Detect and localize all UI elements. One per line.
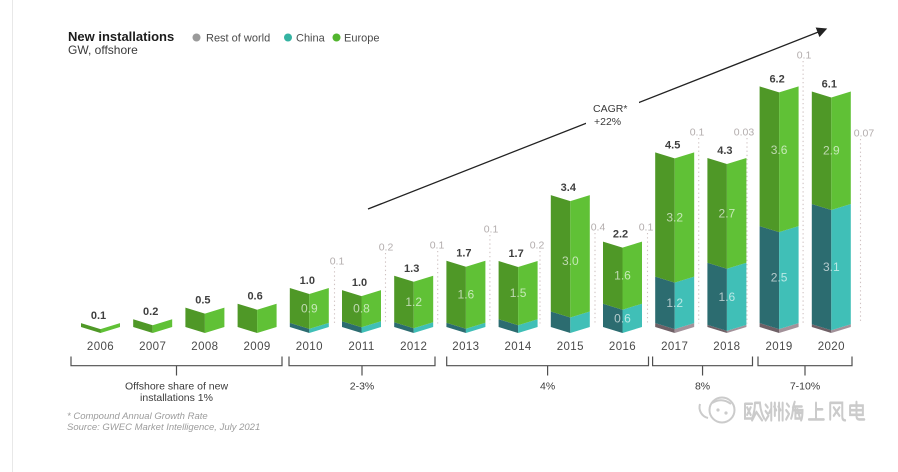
svg-text:3.0: 3.0 [562, 254, 579, 268]
svg-text:China: China [296, 33, 326, 45]
svg-text:0.2: 0.2 [379, 242, 394, 254]
svg-text:2009: 2009 [244, 341, 271, 353]
svg-text:1.7: 1.7 [456, 248, 471, 260]
svg-text:2011: 2011 [348, 341, 374, 353]
svg-text:4.3: 4.3 [717, 145, 732, 157]
svg-text:2013: 2013 [452, 341, 479, 353]
svg-text:2.2: 2.2 [613, 229, 628, 241]
svg-text:Rest of world: Rest of world [206, 33, 270, 45]
svg-text:CAGR*: CAGR* [593, 103, 627, 115]
svg-text:2015: 2015 [557, 341, 584, 353]
svg-text:Offshore share of new: Offshore share of new [125, 381, 229, 393]
svg-text:3.6: 3.6 [771, 143, 788, 157]
svg-text:0.9: 0.9 [301, 302, 318, 316]
svg-text:1.7: 1.7 [508, 248, 523, 260]
svg-text:2-3%: 2-3% [350, 381, 375, 393]
svg-text:2.9: 2.9 [823, 144, 840, 158]
svg-text:0.1: 0.1 [430, 240, 445, 252]
svg-text:2018: 2018 [713, 341, 740, 353]
svg-text:0.1: 0.1 [484, 224, 499, 236]
svg-text:4%: 4% [540, 381, 555, 393]
svg-text:1.0: 1.0 [352, 277, 367, 289]
svg-text:8%: 8% [695, 381, 710, 393]
svg-text:0.1: 0.1 [330, 256, 345, 268]
svg-text:3.4: 3.4 [561, 182, 577, 194]
svg-text:GW, offshore: GW, offshore [68, 43, 138, 57]
svg-text:2017: 2017 [661, 341, 688, 353]
svg-text:2012: 2012 [400, 341, 427, 353]
svg-text:6.2: 6.2 [769, 73, 784, 85]
svg-text:0.2: 0.2 [143, 306, 158, 318]
svg-text:0.1: 0.1 [91, 310, 106, 322]
svg-text:0.4: 0.4 [591, 222, 606, 234]
svg-text:2010: 2010 [296, 341, 323, 353]
svg-text:2020: 2020 [818, 341, 845, 353]
svg-text:2006: 2006 [87, 341, 114, 353]
svg-text:1.5: 1.5 [510, 286, 527, 300]
svg-text:0.6: 0.6 [247, 291, 262, 303]
svg-text:0.8: 0.8 [353, 302, 370, 316]
svg-text:2.7: 2.7 [719, 206, 736, 220]
svg-text:Europe: Europe [344, 33, 379, 45]
svg-text:1.2: 1.2 [666, 296, 683, 310]
svg-text:1.0: 1.0 [300, 275, 315, 287]
svg-text:2014: 2014 [505, 341, 532, 353]
svg-text:3.2: 3.2 [666, 211, 683, 225]
svg-text:0.5: 0.5 [195, 295, 210, 307]
svg-text:0.1: 0.1 [639, 222, 654, 234]
svg-text:6.1: 6.1 [822, 79, 837, 91]
svg-text:2019: 2019 [766, 341, 793, 353]
svg-text:New installations: New installations [68, 29, 174, 44]
svg-text:2016: 2016 [609, 341, 636, 353]
svg-text:2008: 2008 [191, 341, 218, 353]
svg-text:0.1: 0.1 [797, 50, 812, 62]
svg-text:7-10%: 7-10% [790, 381, 820, 393]
svg-text:2007: 2007 [139, 341, 166, 353]
svg-text:2.5: 2.5 [771, 271, 788, 285]
svg-text:1.6: 1.6 [458, 288, 475, 302]
svg-text:0.07: 0.07 [854, 128, 875, 140]
svg-text:3.1: 3.1 [823, 260, 840, 274]
svg-text:0.1: 0.1 [690, 127, 705, 139]
svg-text:Source: GWEC Market Intelligen: Source: GWEC Market Intelligence, July 2… [67, 422, 260, 433]
svg-text:1.6: 1.6 [614, 269, 631, 283]
svg-text:installations 1%: installations 1% [140, 392, 213, 404]
svg-text:1.6: 1.6 [719, 290, 736, 304]
svg-text:+22%: +22% [594, 116, 621, 128]
svg-text:0.03: 0.03 [734, 127, 755, 139]
svg-text:1.2: 1.2 [405, 295, 422, 309]
svg-text:0.2: 0.2 [530, 240, 545, 252]
svg-text:4.5: 4.5 [665, 139, 680, 151]
svg-text:* Compound Annual Growth Rate: * Compound Annual Growth Rate [67, 411, 208, 422]
svg-text:1.3: 1.3 [404, 263, 419, 275]
svg-text:0.6: 0.6 [614, 311, 631, 325]
